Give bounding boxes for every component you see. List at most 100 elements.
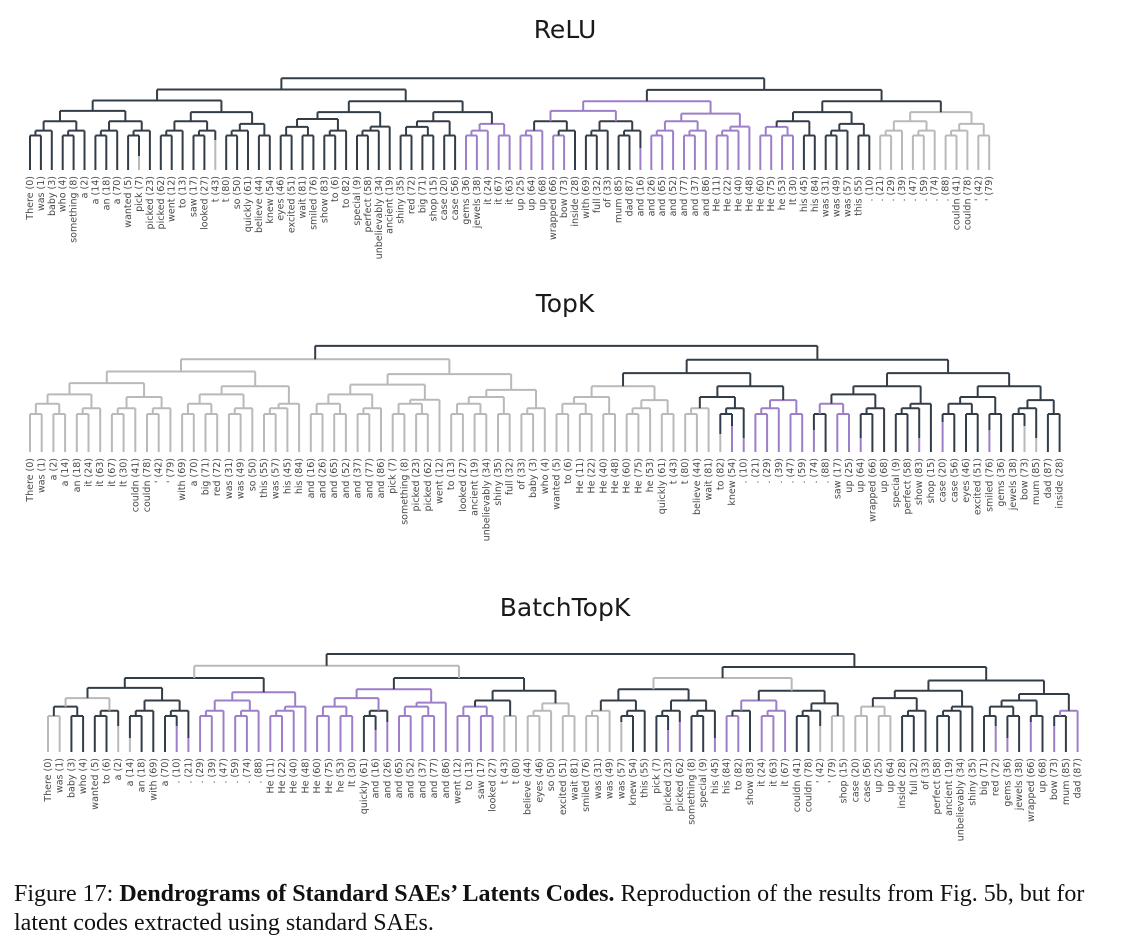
leaf-label: There (0) bbox=[25, 458, 36, 503]
leaf-label: He (48) bbox=[610, 458, 621, 494]
leaf-label: show (83) bbox=[319, 176, 330, 223]
leaf-label: his (84) bbox=[810, 176, 821, 212]
leaf-label: red (72) bbox=[212, 458, 223, 496]
leaf-label: pick (7) bbox=[388, 458, 399, 494]
leaf-label: . (21) bbox=[183, 758, 194, 784]
leaf-label: . (74) bbox=[809, 458, 820, 484]
leaf-label: so (50) bbox=[546, 758, 557, 791]
caption-title: Dendrograms of Standard SAEs’ Latents Co… bbox=[119, 881, 615, 907]
leaf-label: who (4) bbox=[78, 758, 89, 794]
leaf-label: with (69) bbox=[581, 176, 592, 219]
leaf-label: to (82) bbox=[733, 758, 744, 790]
leaf-label: looked (27) bbox=[199, 176, 210, 230]
leaf-label: . (29) bbox=[762, 458, 773, 484]
panel-title: ReLU bbox=[534, 15, 597, 44]
leaf-label: was (49) bbox=[236, 458, 247, 499]
leaf-label: he (53) bbox=[777, 176, 788, 210]
leaf-label: his (84) bbox=[722, 758, 733, 794]
leaf-label: wanted (5) bbox=[90, 758, 101, 810]
leaf-label: something (8) bbox=[69, 176, 80, 243]
leaf-label: quickly (61) bbox=[359, 758, 370, 814]
leaf-label: eyes (46) bbox=[961, 458, 972, 503]
leaf-label: ' (79) bbox=[827, 758, 838, 783]
leaf-label: He (40) bbox=[289, 758, 300, 794]
leaf-label: with (69) bbox=[177, 458, 188, 501]
leaf-label: up (68) bbox=[879, 458, 890, 493]
leaf-label: and (86) bbox=[701, 176, 712, 216]
leaf-label: full (32) bbox=[909, 758, 920, 795]
leaf-label: gems (36) bbox=[1002, 758, 1013, 807]
leaf-label: was (1) bbox=[36, 176, 47, 211]
leaf-label: t (80) bbox=[221, 176, 232, 202]
figure-caption: Figure 17: Dendrograms of Standard SAEs’… bbox=[14, 880, 1114, 938]
leaf-label: inside (28) bbox=[570, 176, 581, 227]
leaf-label: unbelievably (34) bbox=[481, 458, 492, 541]
leaf-label: wait (81) bbox=[570, 758, 581, 800]
leaf-label: this (55) bbox=[853, 176, 864, 216]
leaf-label: special (9) bbox=[891, 458, 902, 508]
leaf-label: bow (73) bbox=[559, 176, 570, 218]
leaf-label: it (63) bbox=[95, 458, 106, 487]
leaf-label: to (6) bbox=[102, 758, 113, 784]
leaf-label: and (52) bbox=[668, 176, 679, 216]
leaf-label: was (31) bbox=[593, 758, 604, 799]
leaf-label: It (30) bbox=[119, 458, 130, 487]
leaf-label: a (70) bbox=[189, 458, 200, 486]
leaf-label: . (47) bbox=[786, 458, 797, 484]
leaf-label: case (20) bbox=[850, 758, 861, 802]
leaf-label: a (2) bbox=[80, 176, 91, 198]
leaf-label: ' (42) bbox=[815, 758, 826, 783]
leaf-label: . (88) bbox=[941, 176, 952, 202]
leaf-label: to (13) bbox=[178, 176, 189, 208]
leaf-label: wanted (5) bbox=[552, 458, 563, 510]
leaf-label: was (1) bbox=[37, 458, 48, 493]
leaf-label: . (29) bbox=[195, 758, 206, 784]
leaf-label: who (4) bbox=[58, 176, 69, 212]
leaf-label: He (48) bbox=[744, 176, 755, 212]
leaf-label: pick (7) bbox=[651, 758, 662, 794]
leaf-label: so (50) bbox=[232, 176, 243, 209]
leaf-label: believe (44) bbox=[523, 758, 534, 815]
leaf-label: case (20) bbox=[439, 176, 450, 220]
caption-text: Reproduction of the results from Fig. 5b… bbox=[14, 881, 1085, 936]
leaf-label: smiled (76) bbox=[984, 458, 995, 512]
leaf-label: up (64) bbox=[856, 458, 867, 493]
leaf-label: wait (81) bbox=[298, 176, 309, 218]
leaf-label: couldn (78) bbox=[804, 758, 815, 812]
leaf-label: picked (62) bbox=[675, 758, 686, 811]
leaf-label: to (6) bbox=[330, 176, 341, 202]
leaf-label: ' (79) bbox=[165, 458, 176, 483]
leaf-label: . (39) bbox=[207, 758, 218, 784]
leaf-label: believe (44) bbox=[692, 458, 703, 515]
leaf-label: was (49) bbox=[832, 176, 843, 217]
leaf-label: case (56) bbox=[949, 458, 960, 502]
leaf-label: t (43) bbox=[210, 176, 221, 202]
leaf-label: perfect (58) bbox=[363, 176, 374, 232]
leaf-label: and (52) bbox=[341, 458, 352, 498]
leaf-label: ancient (19) bbox=[470, 458, 481, 516]
leaf-label: full (32) bbox=[592, 176, 603, 213]
leaf-label: ' (42) bbox=[154, 458, 165, 483]
leaf-label: picked (23) bbox=[663, 758, 674, 811]
leaf-label: couldn (78) bbox=[142, 458, 153, 512]
leaf-label: ' (79) bbox=[984, 176, 995, 201]
leaf-label: t (43) bbox=[669, 458, 680, 484]
leaf-label: it (24) bbox=[483, 176, 494, 205]
leaf-label: unbelievably (34) bbox=[374, 176, 385, 259]
leaf-label: knew (54) bbox=[727, 458, 738, 506]
leaf-label: He (75) bbox=[766, 176, 777, 212]
leaf-label: . (47) bbox=[219, 758, 230, 784]
leaf-label: a (70) bbox=[112, 176, 123, 204]
leaf-label: it (67) bbox=[494, 176, 505, 205]
leaf-label: his (45) bbox=[710, 758, 721, 794]
leaf-label: bow (73) bbox=[1049, 758, 1060, 800]
leaf-label: and (52) bbox=[406, 758, 417, 798]
leaf-label: . (59) bbox=[230, 758, 241, 784]
leaf-label: looked (27) bbox=[488, 758, 499, 812]
leaf-label: mum (85) bbox=[1061, 758, 1072, 805]
leaf-label: and (65) bbox=[394, 758, 405, 798]
leaf-label: his (45) bbox=[282, 458, 293, 494]
leaf-label: an (18) bbox=[72, 458, 83, 492]
leaf-label: shiny (35) bbox=[493, 458, 504, 506]
leaf-label: excited (51) bbox=[973, 458, 984, 515]
